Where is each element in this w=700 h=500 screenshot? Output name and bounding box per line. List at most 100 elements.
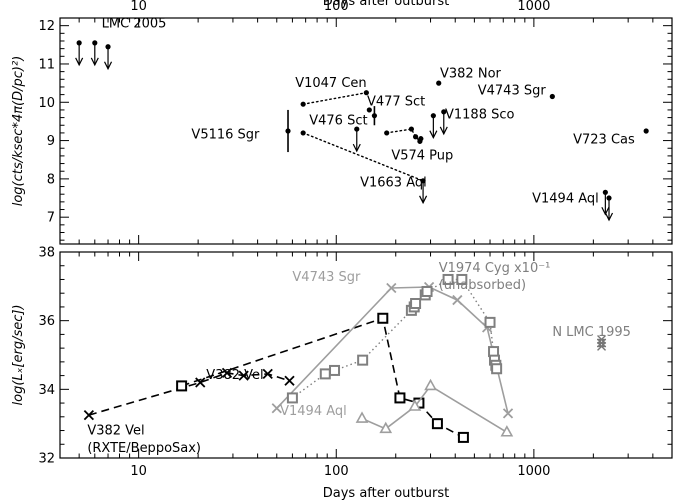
data-point <box>354 126 360 132</box>
cross-marker <box>262 368 273 380</box>
data-point <box>418 136 424 142</box>
y-tick-label: 32 <box>38 452 55 467</box>
x-tick-label: 1000 <box>517 0 550 14</box>
cross-marker <box>502 408 514 419</box>
nova-label: (unabsorbed) <box>439 278 526 293</box>
nova-label: V723 Cas <box>573 133 635 148</box>
data-point <box>441 109 447 115</box>
x-tick-label: 1000 <box>517 464 550 479</box>
arrow-head <box>419 195 428 205</box>
cross-marker <box>452 294 463 306</box>
square-marker <box>457 431 469 443</box>
square-marker <box>286 392 298 404</box>
nova-label: LMC 2005 <box>102 17 167 32</box>
cross-marker <box>284 375 295 386</box>
arrow-head <box>604 212 614 222</box>
data-point <box>76 40 82 46</box>
triangle-marker <box>500 425 514 437</box>
data-point <box>105 44 111 50</box>
series-group <box>176 312 469 443</box>
cross-marker <box>195 377 206 388</box>
dotted-connector <box>302 132 424 182</box>
series-line <box>276 286 509 414</box>
series-group <box>271 281 514 419</box>
square-marker <box>421 285 433 297</box>
triangle-marker <box>379 421 393 434</box>
data-point <box>606 195 612 201</box>
triangle-marker <box>424 378 437 391</box>
y-tick-label: 11 <box>38 57 55 72</box>
arrow-head <box>75 57 84 67</box>
data-point <box>363 90 369 96</box>
series-group <box>355 378 514 437</box>
square-marker <box>319 368 331 380</box>
data-point <box>384 130 390 136</box>
nova-label: V4743 Sgr <box>292 270 361 285</box>
square-marker <box>491 363 503 375</box>
nova-label: V382 Vel <box>87 424 144 439</box>
y-tick-label: 7 <box>47 211 55 226</box>
dotted-connector <box>386 128 421 143</box>
data-point <box>408 126 414 132</box>
data-point <box>430 113 436 119</box>
arrow-head <box>601 207 610 216</box>
triangle-marker <box>355 411 369 423</box>
series-group <box>286 273 503 404</box>
data-point <box>643 128 649 134</box>
asterisk-marker <box>597 341 607 351</box>
x-tick-label: 100 <box>324 0 349 14</box>
arrow-head <box>103 61 113 71</box>
series-group <box>597 335 607 351</box>
arrow-head <box>439 126 448 136</box>
x-tick-label: 10 <box>130 464 147 479</box>
bottom-x-axis-label: Days after outburst <box>323 486 449 500</box>
cross-marker <box>83 409 95 421</box>
plot-frame <box>59 251 673 459</box>
square-marker <box>456 273 468 285</box>
nova-label: V574 Pup <box>391 149 453 164</box>
y-tick-label: 38 <box>38 246 55 261</box>
arrow-head <box>90 57 99 67</box>
nova-label: V382 Vel <box>206 368 263 383</box>
y-tick-label: 34 <box>38 383 55 398</box>
cross-marker <box>271 403 282 414</box>
square-marker <box>377 312 389 324</box>
data-point <box>285 128 291 134</box>
x-tick-label: 10 <box>130 0 147 14</box>
nova-label: V1663 Aql <box>360 176 427 191</box>
nova-label: V4743 Sgr <box>478 84 547 99</box>
cross-marker <box>238 370 249 381</box>
nova-label: V1188 Sco <box>445 107 515 122</box>
nova-label: V1047 Cen <box>295 76 366 91</box>
nova-label: V1494 Aql <box>532 192 599 207</box>
nova-label: (RXTE/BeppoSax) <box>87 441 201 456</box>
cross-marker <box>386 282 397 294</box>
square-marker <box>484 316 496 328</box>
square-marker <box>442 273 454 285</box>
square-marker <box>329 364 341 376</box>
dotted-connector <box>302 91 368 105</box>
arrow-head <box>429 130 438 140</box>
nova-label: N LMC 1995 <box>552 325 631 340</box>
data-point <box>92 40 98 46</box>
nova-label: V476 Sct <box>309 113 367 128</box>
cross-marker <box>221 367 233 378</box>
bottom-panel-luminosity: 10 100 1000 32 34 36 38 V4743 Sgr V1974 Cyg x10⁻… <box>38 246 673 479</box>
square-marker <box>357 354 369 366</box>
data-point <box>602 189 608 195</box>
nova-label: V1494 Aql <box>280 404 347 419</box>
y-tick-label: 12 <box>38 19 55 34</box>
square-marker <box>176 380 188 392</box>
data-point <box>300 130 306 136</box>
nova-label: V5116 Sgr <box>191 128 260 143</box>
data-point <box>436 80 442 86</box>
y-tick-label: 10 <box>38 96 55 111</box>
data-point <box>549 93 555 100</box>
square-marker <box>431 418 443 430</box>
y-tick-label: 8 <box>47 172 55 187</box>
bottom-y-axis-label: log(Lₓ[erg/sec]) <box>11 304 26 405</box>
arrow-head <box>352 143 361 153</box>
nova-label: V1974 Cyg x10⁻¹ <box>439 261 551 276</box>
top-y-axis-label: log(cts/ksec*4π(D/pc)²) <box>11 56 26 207</box>
